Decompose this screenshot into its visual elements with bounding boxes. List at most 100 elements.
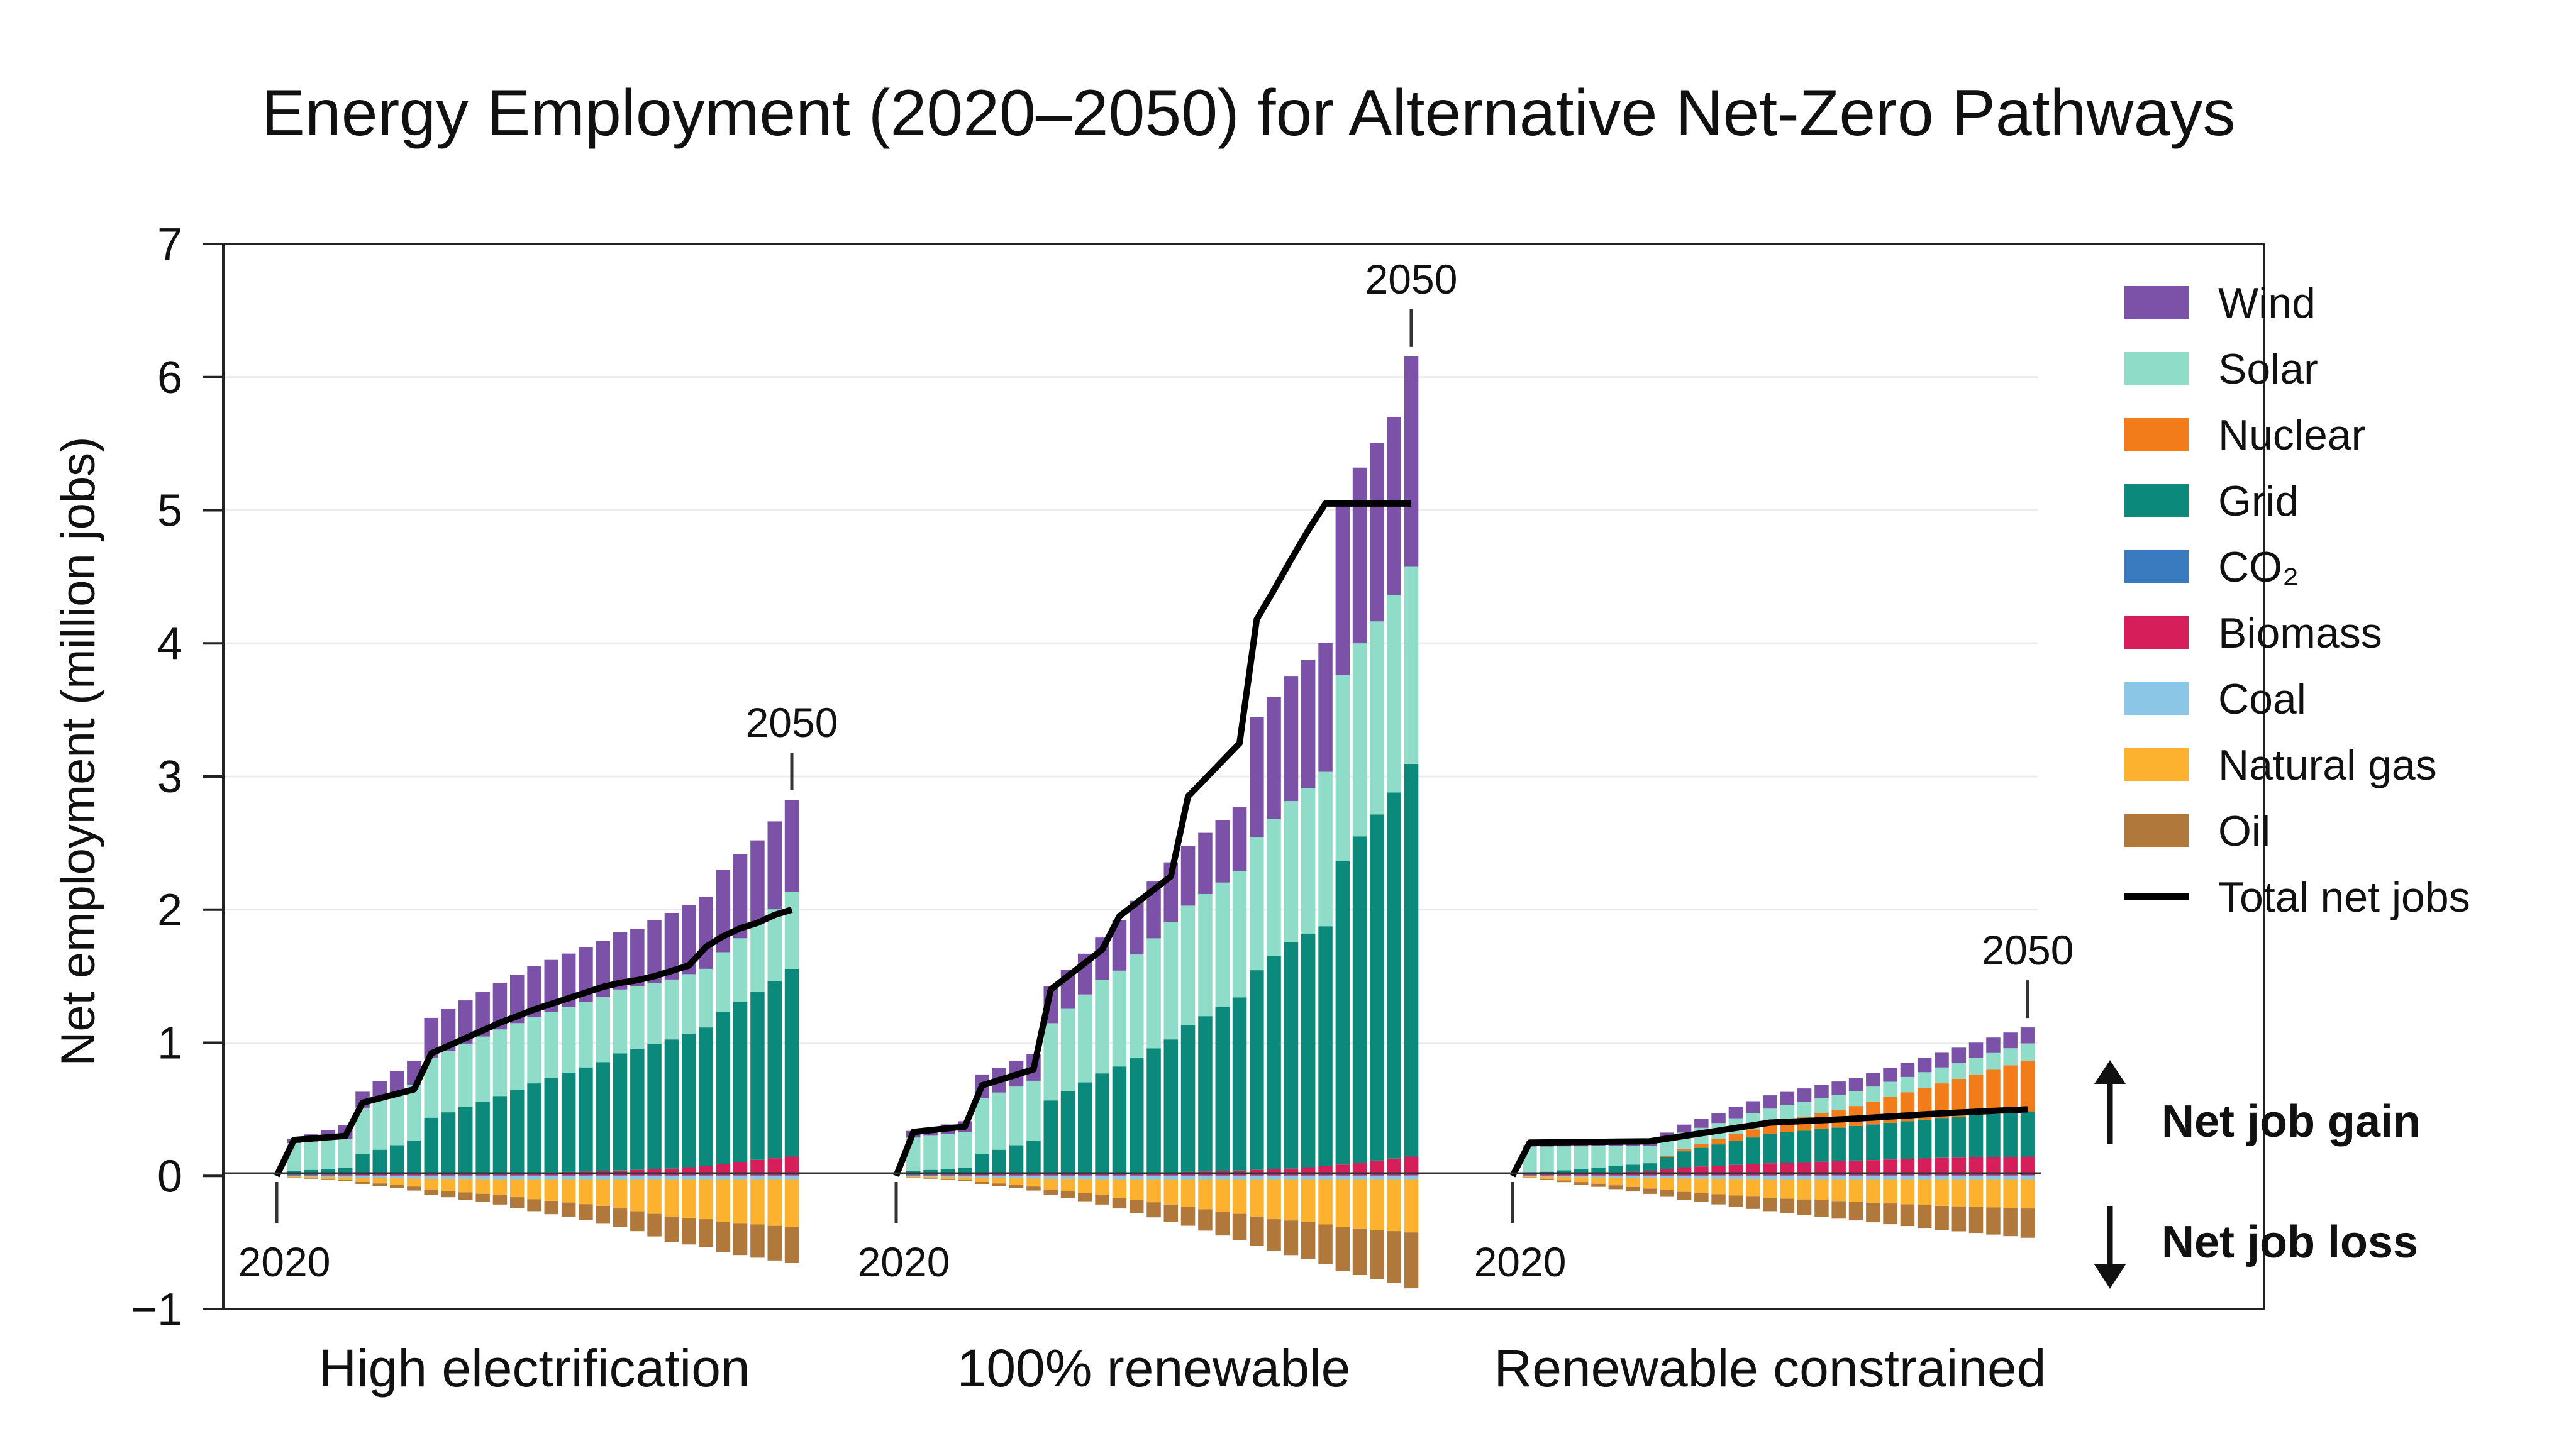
bar-segment-natural-gas	[975, 1178, 989, 1182]
bar-segment-solar	[527, 1017, 541, 1084]
bar-segment-oil	[1728, 1195, 1743, 1207]
bar-segment-natural-gas	[304, 1176, 318, 1178]
bar-segment-coal	[1900, 1176, 1915, 1180]
bar-segment-coal	[992, 1176, 1006, 1178]
bar-segment-natural-gas	[1951, 1179, 1967, 1207]
bar-segment-co2	[1591, 1175, 1606, 1176]
bar-segment-coal	[1163, 1176, 1178, 1180]
bar-segment-oil	[958, 1180, 972, 1181]
group-100-renewable	[906, 356, 1419, 1289]
bar-segment-coal	[1694, 1176, 1709, 1179]
bar-segment-biomass	[1917, 1158, 1932, 1176]
bar-segment-biomass	[1540, 1174, 1554, 1176]
bar-segment-co2	[1625, 1175, 1640, 1176]
bar-segment-co2	[1797, 1175, 1812, 1176]
y-tick-label: −1	[131, 1284, 182, 1335]
bar-segment-oil	[492, 1195, 508, 1205]
bar-segment-co2	[1883, 1175, 1897, 1176]
bar-segment-wind	[1318, 643, 1333, 772]
bar-segment-oil	[1883, 1203, 1897, 1225]
bar-segment-grid	[1078, 1082, 1092, 1174]
bar-segment-oil	[716, 1222, 731, 1252]
bar-segment-biomass	[1523, 1174, 1537, 1176]
bar-segment-co2	[2003, 1175, 2018, 1176]
bar-segment-wind	[1180, 846, 1196, 906]
bar-segment-oil	[1180, 1207, 1196, 1226]
bar-segment-biomass	[287, 1174, 301, 1176]
bar-segment-grid	[1917, 1119, 1932, 1159]
bar-segment-coal	[1711, 1176, 1726, 1179]
bar-segment-natural-gas	[1387, 1179, 1401, 1232]
bar-segment-solar	[1540, 1146, 1554, 1172]
bar-segment-oil	[1267, 1219, 1281, 1251]
bar-segment-wind	[1797, 1088, 1812, 1102]
legend-label: Coal	[2218, 675, 2306, 723]
bar-segment-natural-gas	[1352, 1179, 1367, 1229]
bar-segment-biomass	[1352, 1163, 1367, 1176]
bar-segment-wind	[1335, 501, 1350, 675]
bar-segment-oil	[1009, 1185, 1024, 1188]
bar-segment-wind	[389, 1071, 404, 1093]
bar-segment-grid	[1848, 1125, 1863, 1161]
bar-segment-solar	[682, 974, 696, 1034]
bar-segment-solar	[579, 1002, 593, 1068]
legend-item-total-net-jobs: Total net jobs	[2124, 873, 2470, 921]
bar-segment-nuclear	[1677, 1148, 1692, 1151]
bar-segment-oil	[1112, 1198, 1127, 1209]
legend-label: Nuclear	[2218, 411, 2365, 459]
bar-segment-grid	[1763, 1134, 1777, 1164]
bar-segment-coal	[1352, 1176, 1367, 1180]
bar-segment-coal	[716, 1176, 731, 1180]
bar-segment-natural-gas	[1935, 1179, 1949, 1206]
end-year-label: 2050	[1365, 256, 1458, 302]
bar-segment-co2	[1608, 1175, 1623, 1176]
pathway-labels: High electrification 100% renewable Renewa…	[318, 1339, 2046, 1398]
bar-segment-wind	[1677, 1124, 1692, 1133]
bar-segment-solar	[1301, 788, 1316, 934]
y-tick-label: 2	[157, 885, 182, 936]
bar-segment-grid	[1267, 956, 1281, 1169]
legend-item-oil: Oil	[2124, 807, 2270, 855]
bar-segment-wind	[544, 959, 558, 1012]
bar-segment-natural-gas	[906, 1176, 921, 1178]
legend-item-grid: Grid	[2124, 477, 2299, 525]
bar-segment-natural-gas	[475, 1179, 490, 1194]
bar-segment-oil	[1935, 1205, 1949, 1230]
bar-segment-wind	[1728, 1107, 1743, 1119]
bar-segment-oil	[1523, 1177, 1537, 1178]
bar-segment-grid	[1387, 792, 1401, 1159]
bar-segment-natural-gas	[1060, 1179, 1075, 1191]
bar-segment-grid	[561, 1073, 576, 1172]
bar-segment-oil	[304, 1178, 318, 1179]
bar-segment-co2	[958, 1175, 972, 1176]
bar-segment-co2	[630, 1175, 645, 1176]
bar-segment-wind	[1951, 1047, 1967, 1063]
bar-segment-solar	[1284, 801, 1299, 942]
bar-segment-coal	[372, 1176, 387, 1178]
bar-segment-grid	[1968, 1115, 1984, 1157]
bar-segment-biomass	[1026, 1174, 1041, 1176]
bar-segment-grid	[682, 1034, 696, 1168]
bar-segment-oil	[992, 1183, 1006, 1186]
bar-segment-coal	[975, 1176, 989, 1178]
bar-segment-grid	[1198, 1016, 1213, 1172]
bar-segment-wind	[1883, 1068, 1897, 1082]
bar-segment-coal	[2020, 1176, 2035, 1180]
bar-segment-biomass	[733, 1162, 748, 1176]
bar-segment-coal	[1951, 1176, 1967, 1180]
bar-segment-co2	[492, 1175, 508, 1176]
bar-segment-coal	[1301, 1176, 1316, 1180]
bar-segment-solar	[1883, 1081, 1897, 1097]
bar-segment-wind	[1215, 820, 1230, 883]
bar-segment-natural-gas	[1335, 1179, 1350, 1227]
bar-segment-natural-gas	[1404, 1179, 1419, 1233]
bar-segment-oil	[613, 1208, 628, 1227]
bar-segment-co2	[613, 1175, 628, 1176]
bar-segment-co2	[784, 1175, 799, 1176]
bar-segment-grid	[2003, 1112, 2018, 1157]
bar-segment-coal	[510, 1176, 525, 1180]
bar-segment-co2	[750, 1175, 765, 1176]
bar-segment-coal	[1660, 1176, 1674, 1178]
legend-swatch	[2124, 484, 2189, 517]
